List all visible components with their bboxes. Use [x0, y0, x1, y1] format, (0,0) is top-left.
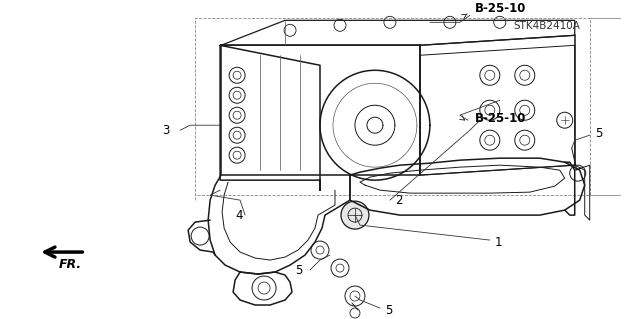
Text: 5: 5 [595, 127, 602, 140]
Text: B-25-10: B-25-10 [475, 112, 526, 125]
Text: 1: 1 [495, 236, 502, 249]
Text: 5: 5 [295, 263, 303, 277]
Text: B-25-10: B-25-10 [475, 2, 526, 15]
Text: 4: 4 [235, 209, 243, 222]
Text: 3: 3 [162, 124, 170, 137]
Text: STK4B2410A: STK4B2410A [513, 21, 580, 32]
Text: 5: 5 [385, 303, 392, 316]
Text: 2: 2 [395, 194, 403, 207]
Circle shape [341, 201, 369, 229]
Text: FR.: FR. [59, 257, 82, 271]
